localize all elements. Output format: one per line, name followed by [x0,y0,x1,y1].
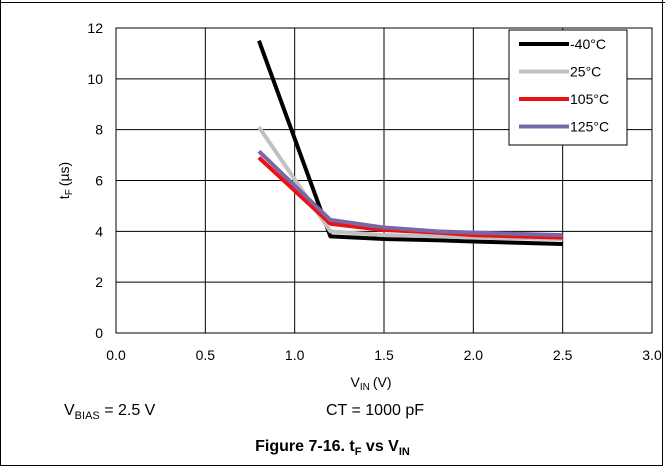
legend-label: 25°C [570,64,601,80]
caption-middle: vs V [361,438,399,455]
caption-sub-in: IN [398,446,410,459]
ct-condition: CT = 1000 pF [326,402,424,420]
y-tick-label: 0 [95,325,103,341]
vbias-sub: BIAS [74,410,100,423]
y-axis-label-sub: F [64,189,75,195]
vbias-value: = 2.5 V [99,402,156,419]
y-axis-label-unit: (µs) [56,162,72,186]
tick-labels: 0.0 0.5 1.0 1.5 2.0 2.5 3.0 0 2 4 6 8 10 12 [87,20,662,363]
x-tick-label: 2.5 [553,347,573,363]
ct-value: CT = 1000 pF [326,402,424,419]
vbias-condition: VBIAS = 2.5 V [64,402,155,422]
x-tick-label: 0.0 [106,347,126,363]
caption-sub-f: F [354,446,362,459]
x-axis-label-unit: (V) [373,374,392,390]
legend-label: 125°C [570,119,609,135]
grid [115,27,653,334]
series-layer [257,40,563,247]
x-tick-label: 2.0 [464,347,484,363]
vbias-main: V [64,402,75,419]
x-tick-label: 3.0 [642,347,662,363]
x-tick-label: 1.5 [374,347,394,363]
y-tick-label: 6 [95,173,103,189]
y-tick-label: 2 [95,274,103,290]
x-tick-label: 1.0 [285,347,305,363]
x-axis-label-sub: IN [360,382,370,393]
x-tick-label: 0.5 [196,347,216,363]
x-axis-label-main: V [350,374,360,390]
top-rule [0,2,665,3]
series-line [257,149,563,238]
y-tick-label: 10 [87,71,103,87]
legend: -40°C 25°C 105°C 125°C [508,29,628,146]
y-tick-label: 8 [95,122,103,138]
caption-prefix: Figure 7-16. t [255,438,355,455]
line-chart: 0.0 0.5 1.0 1.5 2.0 2.5 3.0 0 2 4 6 8 10 12 -40°C 25°C… [56,20,662,393]
figure-caption: Figure 7-16. tF vs VIN [0,438,665,458]
legend-label: 105°C [570,91,609,107]
y-tick-label: 12 [87,20,103,36]
x-axis-label: VIN (V) [350,374,391,393]
y-tick-label: 4 [95,223,103,239]
plot-area [115,27,653,334]
legend-label: -40°C [570,36,606,52]
y-axis-label-main: t [56,195,72,199]
y-axis-label: tF (µs) [56,162,75,199]
series-line [257,40,563,247]
